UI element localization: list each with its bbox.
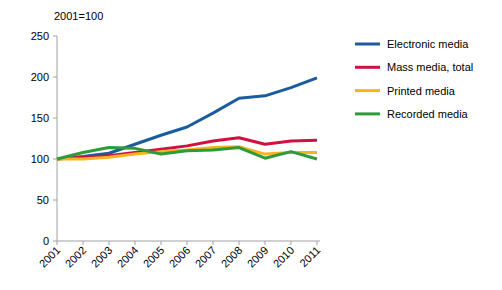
legend-label: Mass media, total	[387, 61, 473, 73]
y-tick-label: 100	[31, 153, 49, 165]
legend-key	[355, 89, 380, 92]
chart: 2001=10005010015020025020012002200320042…	[0, 0, 502, 290]
plot-area	[57, 78, 317, 159]
x-tick-label: 2007	[193, 244, 219, 270]
x-tick-label: 2009	[245, 244, 271, 270]
legend-label: Recorded media	[387, 108, 469, 120]
x-tick	[213, 241, 214, 245]
x-tick	[187, 241, 188, 245]
y-tick	[53, 36, 57, 37]
y-tick	[53, 241, 57, 242]
x-axis	[57, 241, 320, 242]
x-tick	[83, 241, 84, 245]
series-line	[57, 138, 317, 159]
x-tick	[161, 241, 162, 245]
legend-key	[355, 43, 380, 46]
x-tick-label: 2008	[219, 244, 245, 270]
x-tick-label: 2001	[37, 244, 63, 270]
x-tick-label: 2010	[271, 244, 297, 270]
y-axis	[57, 36, 58, 241]
y-tick	[53, 118, 57, 119]
x-tick-label: 2006	[167, 244, 193, 270]
x-tick	[291, 241, 292, 245]
series-line	[57, 78, 317, 159]
legend-key	[355, 112, 380, 115]
x-tick	[239, 241, 240, 245]
series-line	[57, 148, 317, 159]
y-tick-label: 200	[31, 71, 49, 83]
x-tick-label: 2005	[141, 244, 167, 270]
x-tick-label: 2004	[115, 244, 141, 270]
x-tick	[135, 241, 136, 245]
y-tick	[53, 159, 57, 160]
x-tick	[57, 241, 58, 245]
series-line	[57, 147, 317, 159]
x-tick-label: 2011	[297, 244, 322, 269]
x-tick	[109, 241, 110, 245]
y-tick	[53, 77, 57, 78]
legend-label: Printed media	[387, 85, 456, 97]
y-tick	[53, 200, 57, 201]
legend-key	[355, 66, 380, 69]
legend-label: Electronic media	[387, 38, 469, 50]
x-tick	[317, 241, 318, 245]
x-tick-label: 2002	[63, 244, 89, 270]
x-tick	[265, 241, 266, 245]
x-tick-label: 2003	[89, 244, 115, 270]
y-label: 2001=100	[54, 10, 103, 22]
y-tick-label: 150	[31, 112, 49, 124]
y-tick-label: 250	[31, 30, 49, 42]
y-tick-label: 0	[43, 235, 49, 247]
y-tick-label: 50	[37, 194, 49, 206]
